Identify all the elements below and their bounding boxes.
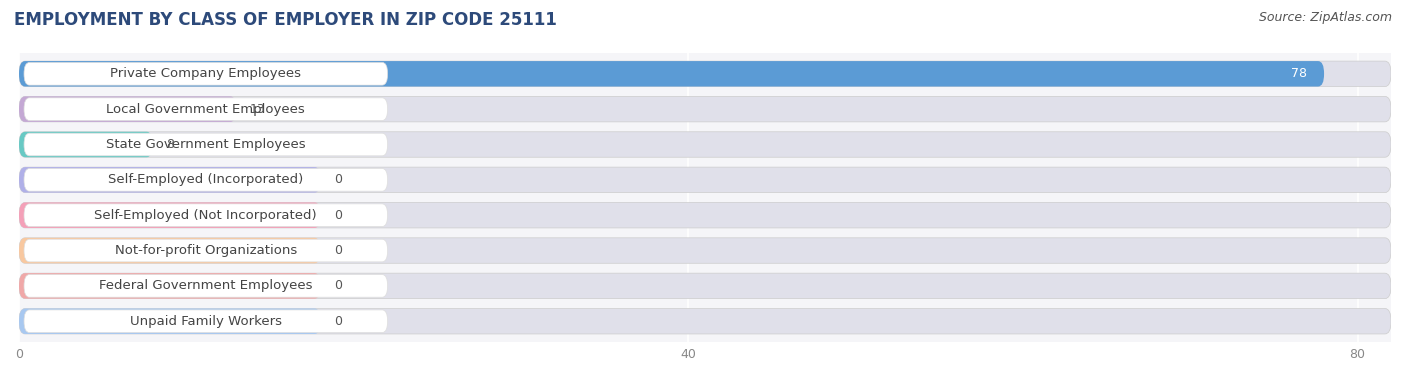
FancyBboxPatch shape (20, 238, 321, 263)
FancyBboxPatch shape (20, 132, 1391, 157)
Text: State Government Employees: State Government Employees (105, 138, 305, 151)
FancyBboxPatch shape (20, 238, 1391, 263)
FancyBboxPatch shape (20, 309, 321, 334)
Text: 0: 0 (335, 173, 342, 186)
FancyBboxPatch shape (24, 62, 388, 85)
Text: Federal Government Employees: Federal Government Employees (98, 279, 312, 293)
Text: Self-Employed (Not Incorporated): Self-Employed (Not Incorporated) (94, 209, 318, 222)
Text: 0: 0 (335, 315, 342, 328)
FancyBboxPatch shape (24, 168, 388, 191)
FancyBboxPatch shape (20, 167, 1391, 193)
Text: 13: 13 (250, 103, 266, 116)
FancyBboxPatch shape (20, 309, 1391, 334)
FancyBboxPatch shape (24, 204, 388, 226)
Text: Source: ZipAtlas.com: Source: ZipAtlas.com (1258, 11, 1392, 24)
FancyBboxPatch shape (24, 310, 388, 332)
FancyBboxPatch shape (20, 167, 321, 193)
Text: Not-for-profit Organizations: Not-for-profit Organizations (115, 244, 297, 257)
FancyBboxPatch shape (24, 98, 388, 120)
Text: 78: 78 (1291, 67, 1308, 80)
FancyBboxPatch shape (20, 61, 1391, 86)
Text: 0: 0 (335, 279, 342, 293)
Text: Local Government Employees: Local Government Employees (107, 103, 305, 116)
FancyBboxPatch shape (20, 61, 1324, 86)
FancyBboxPatch shape (24, 133, 388, 156)
FancyBboxPatch shape (20, 273, 1391, 299)
Text: Self-Employed (Incorporated): Self-Employed (Incorporated) (108, 173, 304, 186)
Text: 0: 0 (335, 209, 342, 222)
FancyBboxPatch shape (24, 274, 388, 297)
FancyBboxPatch shape (20, 202, 1391, 228)
FancyBboxPatch shape (20, 273, 321, 299)
Text: Unpaid Family Workers: Unpaid Family Workers (129, 315, 281, 328)
FancyBboxPatch shape (20, 132, 153, 157)
Text: EMPLOYMENT BY CLASS OF EMPLOYER IN ZIP CODE 25111: EMPLOYMENT BY CLASS OF EMPLOYER IN ZIP C… (14, 11, 557, 29)
FancyBboxPatch shape (20, 202, 321, 228)
Text: 0: 0 (335, 244, 342, 257)
FancyBboxPatch shape (20, 96, 236, 122)
FancyBboxPatch shape (20, 96, 1391, 122)
Text: 8: 8 (166, 138, 174, 151)
Text: Private Company Employees: Private Company Employees (110, 67, 301, 80)
FancyBboxPatch shape (24, 239, 388, 262)
